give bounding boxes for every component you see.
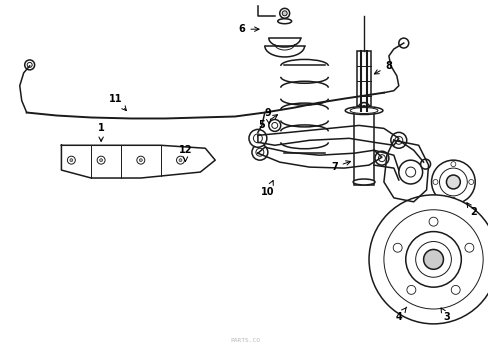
Circle shape — [469, 180, 474, 184]
Text: 6: 6 — [239, 24, 259, 34]
Circle shape — [358, 103, 370, 114]
Text: 7: 7 — [331, 161, 350, 172]
Circle shape — [420, 159, 431, 169]
Circle shape — [446, 175, 460, 189]
Circle shape — [99, 159, 102, 162]
Circle shape — [424, 249, 443, 269]
Circle shape — [384, 210, 483, 309]
Circle shape — [24, 60, 35, 70]
Ellipse shape — [353, 179, 375, 185]
Circle shape — [252, 144, 268, 160]
Circle shape — [280, 8, 290, 18]
Text: 1: 1 — [98, 123, 104, 141]
Circle shape — [440, 168, 467, 196]
Circle shape — [406, 167, 416, 177]
Circle shape — [378, 155, 386, 162]
Circle shape — [399, 160, 422, 184]
Text: 8: 8 — [374, 61, 392, 74]
Circle shape — [369, 195, 490, 324]
Circle shape — [139, 159, 142, 162]
Circle shape — [253, 134, 262, 143]
Circle shape — [416, 242, 451, 277]
Text: 10: 10 — [261, 180, 274, 197]
Circle shape — [282, 11, 287, 16]
Text: PARTS.CO: PARTS.CO — [230, 338, 260, 343]
Circle shape — [451, 285, 460, 294]
Text: 3: 3 — [441, 308, 450, 322]
Circle shape — [451, 197, 456, 202]
Circle shape — [70, 159, 73, 162]
Circle shape — [393, 243, 402, 252]
Text: 9: 9 — [265, 108, 271, 123]
Circle shape — [433, 180, 438, 184]
Ellipse shape — [350, 108, 378, 113]
Circle shape — [269, 120, 281, 131]
Circle shape — [429, 217, 438, 226]
Circle shape — [97, 156, 105, 164]
FancyBboxPatch shape — [354, 111, 374, 185]
Circle shape — [176, 156, 184, 164]
Circle shape — [407, 285, 416, 294]
Circle shape — [256, 148, 264, 156]
Circle shape — [361, 105, 367, 112]
Circle shape — [272, 122, 278, 129]
Circle shape — [375, 151, 389, 165]
Circle shape — [68, 156, 75, 164]
Circle shape — [391, 132, 407, 148]
FancyBboxPatch shape — [357, 51, 371, 105]
Ellipse shape — [278, 19, 292, 24]
Text: 11: 11 — [109, 94, 126, 111]
Circle shape — [465, 243, 474, 252]
Circle shape — [395, 136, 403, 144]
Circle shape — [179, 159, 182, 162]
Circle shape — [432, 160, 475, 204]
Circle shape — [399, 38, 409, 48]
Circle shape — [406, 231, 461, 287]
Text: 2: 2 — [467, 203, 477, 217]
Circle shape — [27, 62, 32, 67]
Circle shape — [137, 156, 145, 164]
Circle shape — [451, 162, 456, 167]
Ellipse shape — [345, 107, 383, 114]
Text: 5: 5 — [259, 115, 277, 130]
Circle shape — [249, 129, 267, 147]
Text: 12: 12 — [179, 145, 192, 161]
Text: 4: 4 — [395, 307, 407, 322]
